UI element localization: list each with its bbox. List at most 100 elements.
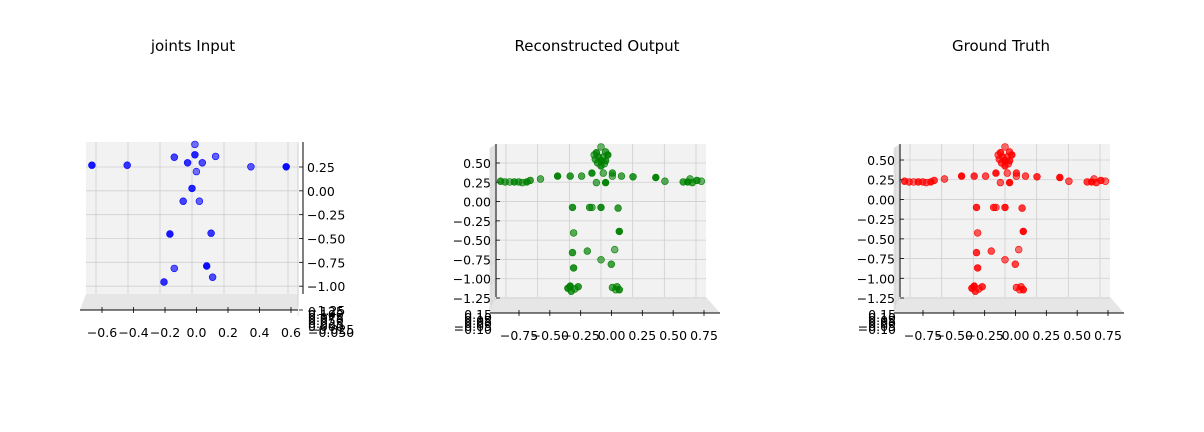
z-tick-label: 0.15	[868, 307, 896, 322]
y-tick-label: −1.25	[307, 303, 345, 318]
data-point	[588, 203, 596, 212]
data-point	[1056, 173, 1064, 182]
x-tick-label: 0.25	[628, 328, 656, 343]
data-point	[203, 262, 211, 270]
data-point	[160, 278, 168, 286]
data-point	[978, 283, 986, 291]
data-point	[597, 143, 605, 151]
z-tick-label: 0.125	[308, 304, 344, 319]
z-tick-label: 0.050	[308, 313, 344, 328]
z-tick-label: −0.050	[308, 325, 354, 340]
y-tick-label: 0.50	[867, 153, 895, 168]
y-tick-label: −0.75	[453, 252, 491, 267]
data-point	[536, 175, 545, 183]
y-tick-label: −0.25	[857, 212, 895, 227]
data-point	[170, 153, 179, 161]
data-point	[607, 260, 615, 268]
panel-reconstructed-output: Reconstructed Output −0.75−0.50−0.250.00…	[453, 37, 720, 343]
data-point	[569, 229, 578, 237]
data-point	[566, 172, 574, 180]
data-point	[88, 161, 96, 169]
data-point	[593, 159, 602, 167]
data-point	[553, 172, 562, 180]
z-tick-label: −0.10	[454, 322, 492, 337]
data-point	[188, 184, 196, 193]
data-point	[1019, 227, 1027, 236]
panel-joints-input: joints Input −0.6 −0.4 −0.2 0.0 0.2 0.4 0.6 0.2…	[80, 37, 354, 340]
data-point	[661, 177, 669, 185]
x-tick-label: −0.50	[531, 328, 569, 343]
data-point	[597, 203, 605, 212]
data-point	[282, 163, 290, 171]
data-point	[679, 178, 687, 186]
data-point	[1083, 178, 1091, 186]
data-point	[568, 248, 577, 257]
data-point	[617, 172, 626, 180]
data-point	[207, 229, 215, 237]
x-tick-label: −0.75	[500, 328, 538, 343]
data-point	[198, 159, 207, 167]
data-point	[1012, 172, 1021, 180]
data-point	[973, 264, 982, 272]
panel-title: joints Input	[150, 37, 235, 55]
data-point	[972, 248, 981, 257]
data-point	[166, 230, 174, 238]
data-point	[568, 203, 577, 212]
data-point	[183, 159, 192, 167]
floor-pane	[80, 294, 298, 310]
data-point	[569, 264, 578, 272]
y-tick-label: −1.00	[453, 272, 491, 287]
data-point	[957, 172, 966, 180]
z-tick-label: 0.10	[464, 310, 492, 325]
floor-pane	[894, 297, 1124, 313]
z-tick-label: 0.00	[868, 316, 896, 331]
x-tick-label: 0.0	[187, 325, 207, 340]
data-point	[972, 203, 981, 212]
data-point	[1017, 283, 1025, 291]
x-tick-label: −0.25	[562, 328, 600, 343]
data-point	[1001, 143, 1009, 151]
data-point	[970, 282, 978, 290]
data-point	[987, 247, 995, 255]
y-tick-label: 0.25	[463, 175, 491, 190]
z-tick-label: 0.00	[464, 316, 492, 331]
y-tick-label: −0.75	[857, 252, 895, 267]
data-point	[170, 264, 179, 273]
z-tick-label: 0.100	[308, 307, 344, 322]
z-tick-label: 0.15	[464, 307, 492, 322]
panel-title: Reconstructed Output	[514, 37, 679, 55]
data-point	[1014, 245, 1023, 254]
z-tick-label: 0.05	[464, 313, 492, 328]
data-point	[577, 172, 586, 180]
floor-pane	[490, 297, 720, 313]
data-point	[1011, 260, 1019, 268]
y-tick-label: 0.00	[867, 192, 895, 207]
data-point	[992, 203, 1000, 212]
x-tick-label: −0.50	[935, 328, 973, 343]
y-tick-label: −1.25	[857, 291, 895, 306]
data-point	[1018, 204, 1026, 212]
x-tick-label: 0.75	[690, 328, 718, 343]
data-point	[997, 159, 1006, 167]
data-point	[629, 173, 637, 181]
data-point	[608, 172, 617, 180]
z-tick-label: 0.000	[308, 319, 344, 334]
data-point	[1001, 256, 1009, 264]
data-point	[992, 169, 1000, 177]
z-tick-label: −0.025	[308, 322, 354, 337]
z-tick-label: 0.025	[308, 316, 344, 331]
data-point	[191, 151, 199, 159]
y-tick-label: −0.50	[307, 232, 345, 247]
z-tick-label: −0.05	[858, 319, 896, 334]
data-point	[208, 273, 217, 281]
data-point	[179, 197, 187, 205]
data-point	[583, 247, 591, 255]
y-tick-label: 0.25	[867, 173, 895, 188]
data-point	[192, 167, 201, 176]
data-point	[597, 256, 605, 264]
z-tick-label: 0.10	[868, 310, 896, 325]
panel-title: Ground Truth	[952, 37, 1050, 55]
data-point	[981, 172, 990, 180]
y-tick-label: −0.25	[453, 214, 491, 229]
data-point	[652, 173, 660, 182]
